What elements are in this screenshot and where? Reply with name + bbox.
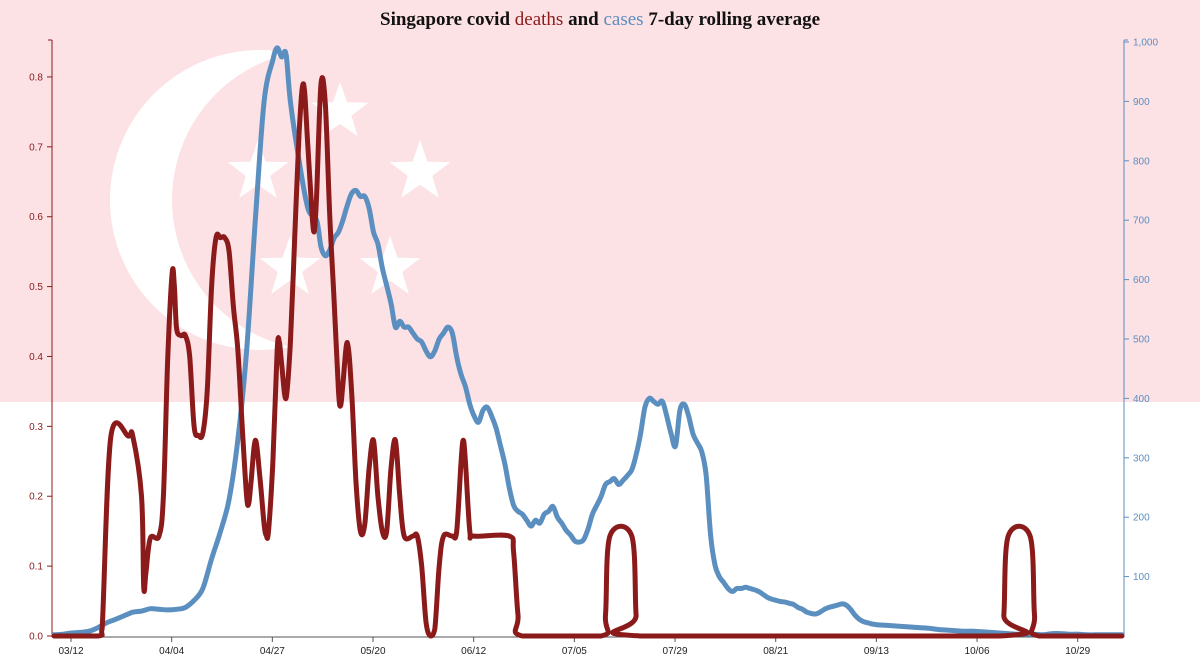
- x-tick-label: 07/29: [663, 646, 688, 657]
- flag-star: [311, 82, 369, 137]
- flag-background: [0, 0, 1200, 402]
- x-tick-label: 04/04: [159, 646, 184, 657]
- y-right-tick-label: 400: [1133, 394, 1150, 405]
- x-tick-label: 04/27: [260, 646, 285, 657]
- y-right-tick-label: 100: [1133, 572, 1150, 583]
- y-left-tick-label: 0.2: [29, 492, 43, 503]
- title-series-cases: cases: [603, 9, 643, 30]
- flag-star: [389, 140, 451, 198]
- title-suffix: 7-day rolling average: [648, 9, 820, 30]
- y-left-tick-label: 0.7: [29, 142, 43, 153]
- series-line-deaths: [51, 75, 1125, 639]
- y-right-tick-label: 200: [1133, 513, 1150, 524]
- y-left-tick-label: 0.8: [29, 72, 43, 83]
- y-left-tick-label: 0.5: [29, 282, 43, 293]
- y-right-tick-label: 600: [1133, 275, 1150, 286]
- title-series-deaths: deaths: [515, 9, 564, 30]
- x-tick-label: 08/21: [763, 646, 788, 657]
- flag-star: [359, 236, 421, 294]
- y-left-tick-label: 0.0: [29, 632, 43, 643]
- chart-title: Singapore covid deaths and cases 7-day r…: [380, 9, 820, 30]
- y-right-tick-label: 300: [1133, 453, 1150, 464]
- y-right-tick-label: 500: [1133, 335, 1150, 346]
- x-tick-label: 10/29: [1065, 646, 1090, 657]
- x-tick-label: 07/05: [562, 646, 587, 657]
- x-tick-label: 05/20: [361, 646, 386, 657]
- series-line-cases: [51, 45, 1125, 638]
- y-left-tick-label: 0.4: [29, 352, 43, 363]
- y-right-tick-label: 800: [1133, 156, 1150, 167]
- x-tick-label: 09/13: [864, 646, 889, 657]
- title-middle: and: [568, 9, 603, 30]
- title-prefix: Singapore covid: [380, 9, 515, 30]
- y-left-tick-label: 0.1: [29, 562, 43, 573]
- y-right-tick-label: 1,000: [1133, 38, 1158, 49]
- x-tick-label: 03/12: [58, 646, 83, 657]
- flag-star: [259, 236, 321, 294]
- y-left-tick-label: 0.6: [29, 212, 43, 223]
- y-right-tick-label: 900: [1133, 97, 1150, 108]
- y-right-tick-label: 700: [1133, 216, 1150, 227]
- y-axis-right: 100 200 300 400 500 600 700 800 900 1,000: [1123, 38, 1158, 636]
- x-tick-label: 10/06: [965, 646, 990, 657]
- y-left-tick-label: 0.3: [29, 422, 43, 433]
- x-axis: 03/12 04/04 04/27 05/20 06/12 07/05 07/29 08/21…: [52, 636, 1124, 657]
- y-axis-left: 0.0 0.1 0.2 0.3 0.4 0.5 0.6 0.7 0.8: [29, 39, 53, 643]
- x-tick-label: 06/12: [461, 646, 486, 657]
